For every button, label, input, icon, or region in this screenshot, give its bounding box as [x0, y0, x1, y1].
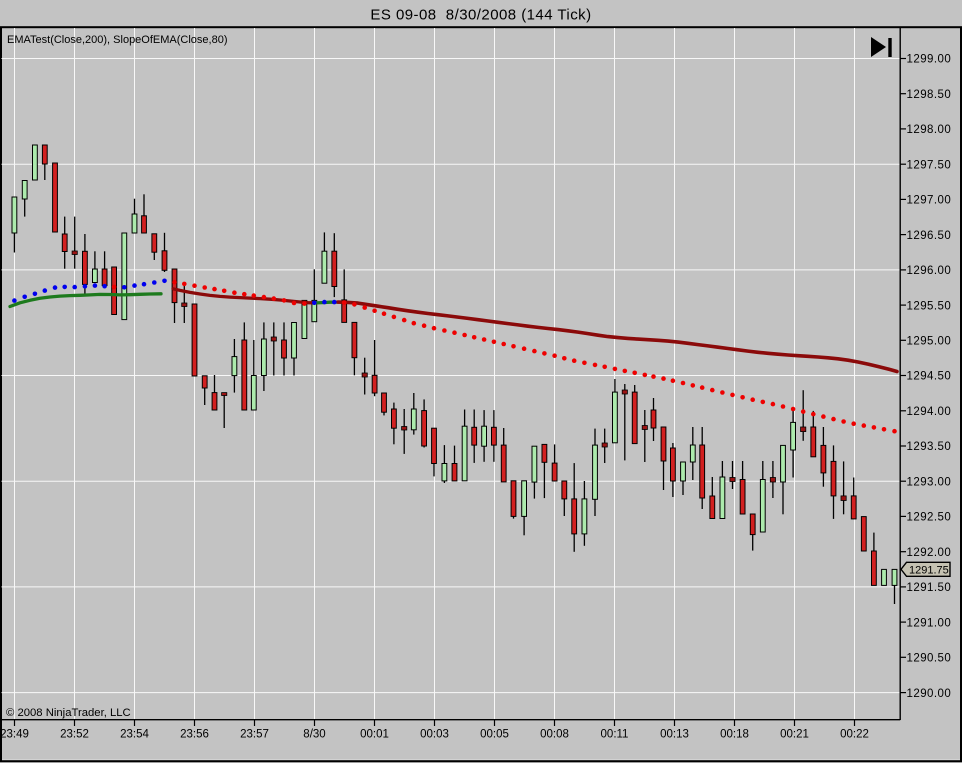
- svg-text:23:52: 23:52: [60, 729, 89, 741]
- svg-text:1297.00: 1297.00: [907, 195, 952, 207]
- svg-text:1291.75: 1291.75: [909, 565, 949, 577]
- svg-text:00:21: 00:21: [780, 729, 809, 741]
- svg-text:1297.50: 1297.50: [907, 159, 952, 171]
- svg-text:1292.50: 1292.50: [907, 512, 952, 524]
- svg-text:1299.00: 1299.00: [907, 54, 952, 66]
- svg-text:23:56: 23:56: [180, 729, 209, 741]
- svg-text:23:49: 23:49: [0, 729, 29, 741]
- svg-text:1296.00: 1296.00: [907, 265, 952, 277]
- svg-text:00:05: 00:05: [480, 729, 509, 741]
- svg-text:1295.00: 1295.00: [907, 336, 952, 348]
- svg-text:1291.50: 1291.50: [907, 582, 952, 594]
- svg-text:00:13: 00:13: [660, 729, 689, 741]
- svg-text:1293.00: 1293.00: [907, 476, 952, 488]
- svg-text:1290.00: 1290.00: [907, 688, 952, 700]
- svg-text:8/30: 8/30: [303, 729, 325, 741]
- svg-text:00:01: 00:01: [360, 729, 389, 741]
- svg-text:1290.50: 1290.50: [907, 653, 952, 665]
- svg-text:00:18: 00:18: [720, 729, 749, 741]
- svg-text:1294.00: 1294.00: [907, 406, 952, 418]
- svg-text:23:57: 23:57: [240, 729, 269, 741]
- svg-text:1295.50: 1295.50: [907, 300, 952, 312]
- svg-text:1296.50: 1296.50: [907, 230, 952, 242]
- svg-text:1291.00: 1291.00: [907, 617, 952, 629]
- svg-text:00:11: 00:11: [601, 729, 629, 741]
- svg-text:00:03: 00:03: [420, 729, 449, 741]
- svg-text:© 2008 NinjaTrader, LLC: © 2008 NinjaTrader, LLC: [6, 707, 131, 719]
- svg-text:1293.50: 1293.50: [907, 441, 952, 453]
- svg-text:ES 09-08 8/30/2008 (144 Tick): ES 09-08 8/30/2008 (144 Tick): [370, 7, 591, 24]
- svg-text:00:08: 00:08: [540, 729, 569, 741]
- svg-text:1292.00: 1292.00: [907, 547, 952, 559]
- svg-text:23:54: 23:54: [120, 729, 149, 741]
- svg-text:1294.50: 1294.50: [907, 371, 952, 383]
- svg-text:1298.50: 1298.50: [907, 89, 952, 101]
- svg-text:1298.00: 1298.00: [907, 124, 952, 136]
- svg-text:00:22: 00:22: [840, 729, 869, 741]
- svg-text:EMATest(Close,200), SlopeOfEMA: EMATest(Close,200), SlopeOfEMA(Close,80): [7, 34, 228, 46]
